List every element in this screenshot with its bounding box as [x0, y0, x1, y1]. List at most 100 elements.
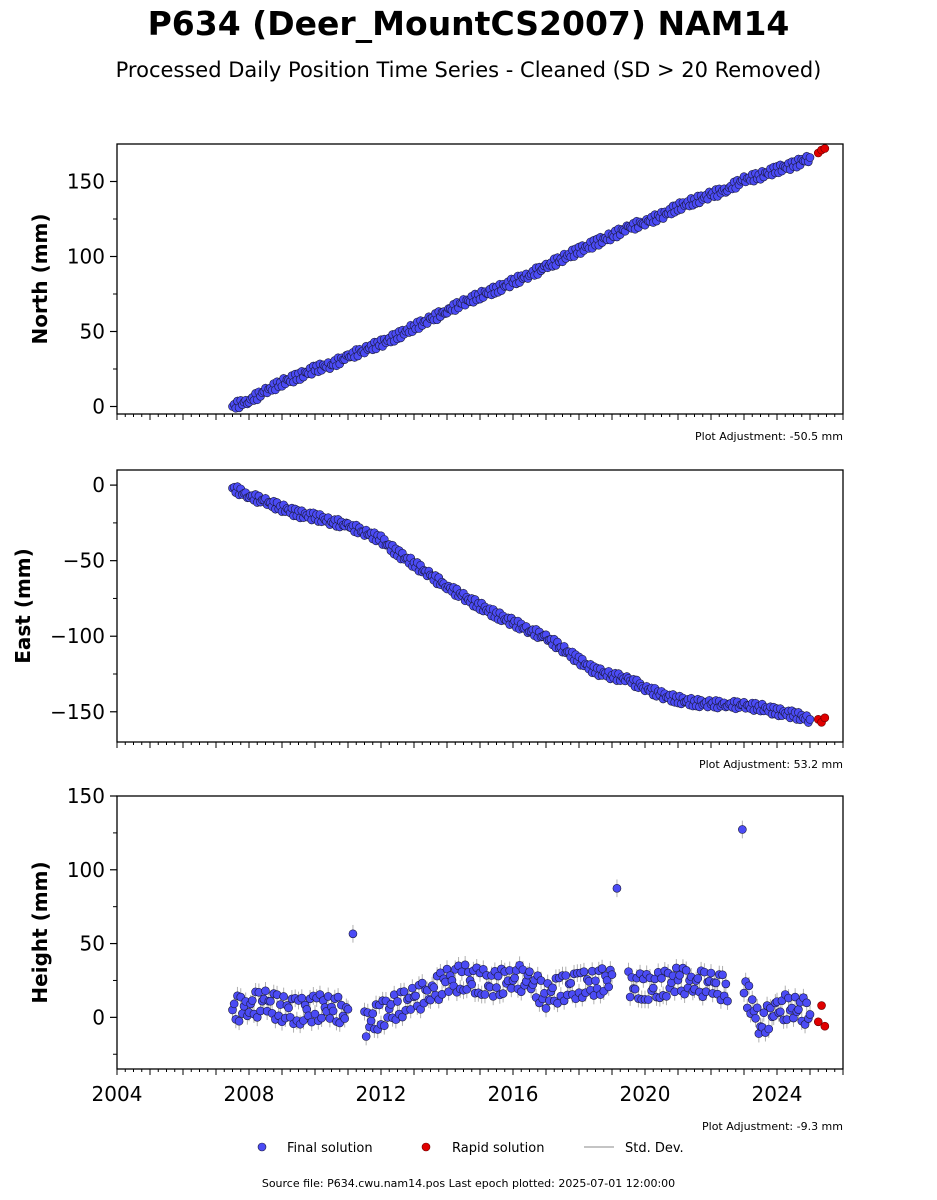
height-final-point	[328, 1006, 338, 1016]
height-final-point	[723, 996, 732, 1006]
height-final-point	[751, 1013, 760, 1023]
height-final-point	[541, 1004, 551, 1013]
height-final-point	[561, 971, 571, 980]
height-final-point	[675, 970, 684, 980]
height-final-point	[348, 929, 358, 939]
height-final-point	[368, 1009, 378, 1018]
height-final-point	[411, 991, 420, 1001]
height-final-point	[604, 982, 614, 992]
height-final-point	[460, 960, 470, 970]
height-final-point	[340, 1014, 350, 1023]
height-final-point	[747, 995, 757, 1004]
height-rapid-point	[813, 1017, 823, 1027]
east-final-point	[805, 715, 815, 724]
height-final-point	[366, 1016, 376, 1026]
height-final-point	[775, 1007, 785, 1017]
east-rapid-point	[820, 713, 830, 723]
height-final-point	[510, 973, 519, 983]
height-final-point	[721, 979, 731, 989]
height-final-point	[648, 983, 658, 993]
height-final-point	[657, 974, 666, 983]
height-final-point	[248, 996, 257, 1005]
height-final-point	[548, 983, 557, 993]
east-y-tick-label: −150	[50, 700, 105, 724]
height-final-point	[738, 825, 747, 834]
legend-rapid-label: Rapid solution	[452, 1141, 544, 1156]
legend-std-label: Std. Dev.	[625, 1141, 684, 1156]
height-final-point	[662, 992, 671, 1001]
height-final-point	[284, 1003, 293, 1013]
height-panel	[110, 795, 844, 1075]
east-y-tick-label: −100	[50, 624, 105, 648]
north-rapid-point	[820, 144, 830, 153]
height-final-point	[343, 1004, 353, 1014]
height-final-point	[525, 967, 534, 976]
north-plot-adjustment: Plot Adjustment: -50.5 mm	[695, 430, 843, 443]
height-final-point	[625, 992, 635, 1002]
x-tick-label: 2024	[752, 1082, 803, 1106]
x-tick-label: 2012	[356, 1082, 407, 1106]
x-tick-label: 2008	[224, 1082, 275, 1106]
height-final-point	[681, 966, 691, 975]
height-final-point	[399, 987, 409, 996]
x-tick-label: 2004	[92, 1082, 143, 1106]
north-y-tick-label: 50	[80, 320, 105, 344]
height-final-point	[417, 978, 427, 988]
east-axes-frame	[116, 469, 844, 743]
height-final-point	[492, 983, 501, 992]
height-final-point	[643, 995, 653, 1004]
height-final-point	[493, 971, 503, 981]
source-footer: Source file: P634.cwu.nam14.pos Last epo…	[261, 1177, 676, 1190]
height-y-tick-label: 100	[67, 858, 105, 882]
north-axes-frame	[116, 143, 844, 415]
legend-final-marker	[257, 1142, 267, 1152]
x-tick-label: 2020	[620, 1082, 671, 1106]
height-plot-adjustment: Plot Adjustment: -9.3 mm	[702, 1120, 843, 1133]
height-final-point	[498, 989, 508, 998]
height-final-point	[612, 884, 622, 893]
height-final-point	[597, 964, 607, 973]
x-tick-label: 2016	[488, 1082, 539, 1106]
height-y-tick-label: 0	[92, 1005, 105, 1029]
height-final-point	[279, 992, 288, 1001]
north-final-point	[805, 153, 815, 162]
height-final-point	[229, 999, 239, 1009]
north-y-tick-label: 100	[67, 245, 105, 269]
height-final-point	[802, 998, 812, 1008]
height-final-point	[566, 978, 576, 988]
height-final-point	[467, 980, 477, 989]
height-rapid-point	[820, 1021, 830, 1031]
height-final-point	[297, 993, 307, 1003]
east-y-tick-label: −50	[63, 549, 105, 573]
height-y-tick-label: 150	[67, 784, 105, 808]
height-final-point	[379, 1021, 389, 1031]
height-final-point	[706, 968, 716, 978]
east-y-tick-label: 0	[92, 473, 105, 497]
north-y-axis-label: North (mm)	[28, 213, 52, 344]
height-final-point	[794, 1005, 803, 1014]
chart-subtitle: Processed Daily Position Time Series - C…	[115, 58, 822, 82]
height-final-point	[607, 970, 617, 979]
height-final-point	[266, 996, 275, 1006]
east-plot-adjustment: Plot Adjustment: 53.2 mm	[699, 758, 843, 771]
height-y-tick-label: 50	[80, 932, 105, 956]
height-final-point	[261, 986, 270, 996]
north-y-tick-label: 150	[67, 170, 105, 194]
east-panel	[110, 469, 844, 748]
height-final-point	[234, 1016, 244, 1026]
height-rapid-point	[817, 1001, 826, 1010]
height-final-point	[480, 990, 490, 999]
chart-title: P634 (Deer_MountCS2007) NAM14	[147, 4, 790, 43]
height-final-point	[361, 1032, 371, 1041]
height-final-point	[393, 997, 402, 1006]
height-final-point	[579, 967, 589, 976]
height-final-point	[693, 974, 703, 983]
north-panel	[110, 143, 844, 420]
height-final-point	[744, 981, 754, 991]
height-axes-frame	[116, 795, 844, 1070]
legend-rapid-marker	[421, 1142, 431, 1152]
height-final-point	[630, 984, 640, 994]
legend-final-label: Final solution	[287, 1141, 373, 1156]
height-final-point	[739, 988, 749, 998]
